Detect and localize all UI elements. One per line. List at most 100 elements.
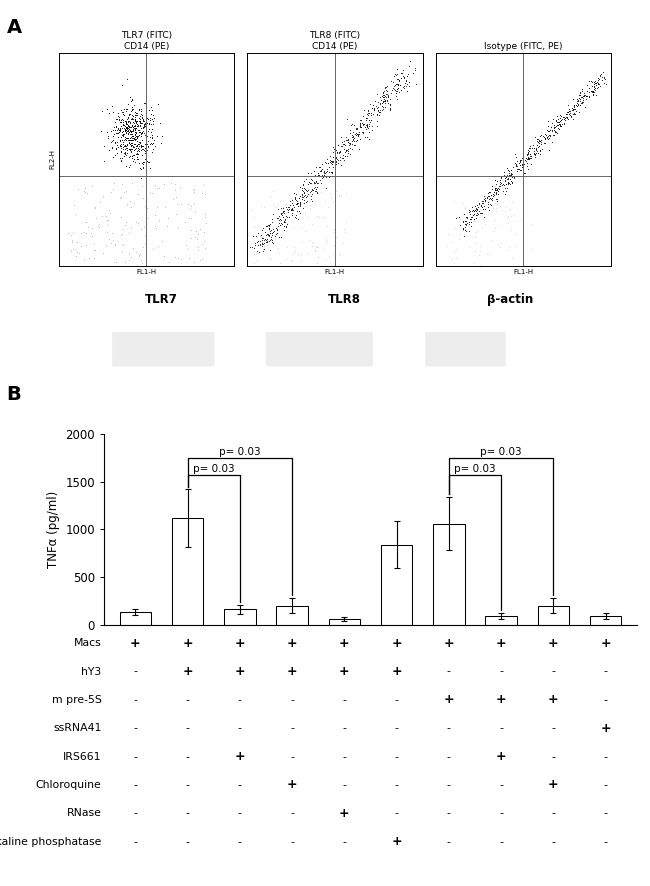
Point <box>90 201 100 215</box>
Point <box>479 192 489 206</box>
Point <box>140 236 150 250</box>
Point <box>358 126 368 140</box>
Point <box>271 200 281 214</box>
Point <box>299 185 309 199</box>
Point <box>340 137 350 152</box>
Point <box>558 117 569 131</box>
Point <box>127 133 137 147</box>
Point <box>307 182 317 196</box>
Point <box>311 175 321 190</box>
Point <box>292 247 303 261</box>
Point <box>135 160 145 175</box>
Text: -: - <box>343 723 346 734</box>
Point <box>372 120 382 134</box>
Point <box>584 89 594 104</box>
Point <box>476 199 487 214</box>
Point <box>489 185 499 199</box>
Point <box>484 185 495 199</box>
Point <box>146 136 156 150</box>
Point <box>341 214 351 228</box>
Point <box>127 129 138 144</box>
Point <box>453 232 463 246</box>
Point <box>564 106 574 120</box>
Point <box>586 84 597 98</box>
Point <box>127 102 137 116</box>
Point <box>103 143 114 157</box>
Text: +: + <box>339 807 350 820</box>
Point <box>579 100 590 114</box>
Point <box>285 194 295 208</box>
Point <box>149 111 159 125</box>
Point <box>129 108 140 122</box>
Point <box>320 230 331 245</box>
Point <box>279 222 289 237</box>
Point <box>366 107 376 121</box>
Point <box>451 242 462 256</box>
Point <box>529 144 539 158</box>
Point <box>375 105 385 120</box>
Point <box>334 188 345 202</box>
Point <box>490 173 501 187</box>
Point <box>118 118 128 132</box>
Point <box>68 242 78 256</box>
Point <box>135 119 145 133</box>
Point <box>120 123 131 137</box>
Point <box>179 214 190 229</box>
Point <box>135 112 146 126</box>
Point <box>128 153 138 167</box>
Point <box>361 122 371 136</box>
Point <box>464 240 474 254</box>
Point <box>270 227 281 241</box>
Text: -: - <box>186 751 190 762</box>
Point <box>138 155 149 169</box>
Point <box>193 240 203 254</box>
Point <box>129 115 139 129</box>
Point <box>265 217 275 231</box>
Point <box>249 220 259 234</box>
Point <box>248 255 259 269</box>
Point <box>116 113 126 127</box>
Point <box>136 106 146 120</box>
Text: Alkaline phosphatase: Alkaline phosphatase <box>0 836 101 847</box>
Point <box>130 128 140 142</box>
Point <box>294 206 305 221</box>
Point <box>515 163 525 177</box>
Point <box>184 211 194 225</box>
Point <box>247 240 257 254</box>
Point <box>350 121 361 136</box>
Point <box>571 98 582 113</box>
Point <box>335 144 345 158</box>
Point <box>116 141 127 155</box>
Point <box>410 61 420 75</box>
Point <box>320 155 330 169</box>
Point <box>469 212 479 226</box>
Point <box>255 229 265 243</box>
X-axis label: FL1-H: FL1-H <box>136 268 156 275</box>
Point <box>382 87 392 101</box>
Point <box>147 137 157 152</box>
Point <box>540 136 550 150</box>
Point <box>505 220 515 234</box>
Text: TLR7: TLR7 <box>145 293 178 306</box>
Point <box>375 105 385 120</box>
Point <box>308 175 318 190</box>
Point <box>131 132 141 146</box>
Point <box>315 184 326 198</box>
Point <box>560 110 571 124</box>
Point <box>315 164 325 178</box>
Point <box>143 134 153 148</box>
Point <box>173 251 183 265</box>
Point <box>124 119 134 133</box>
Point <box>157 234 167 248</box>
Point <box>118 124 128 138</box>
Point <box>506 174 516 188</box>
Point <box>464 212 474 226</box>
Point <box>598 66 608 80</box>
Point <box>404 74 414 89</box>
Point <box>495 179 506 193</box>
Point <box>126 125 136 139</box>
Point <box>361 111 371 125</box>
Point <box>535 129 545 144</box>
Point <box>461 214 471 228</box>
Point <box>590 78 601 92</box>
